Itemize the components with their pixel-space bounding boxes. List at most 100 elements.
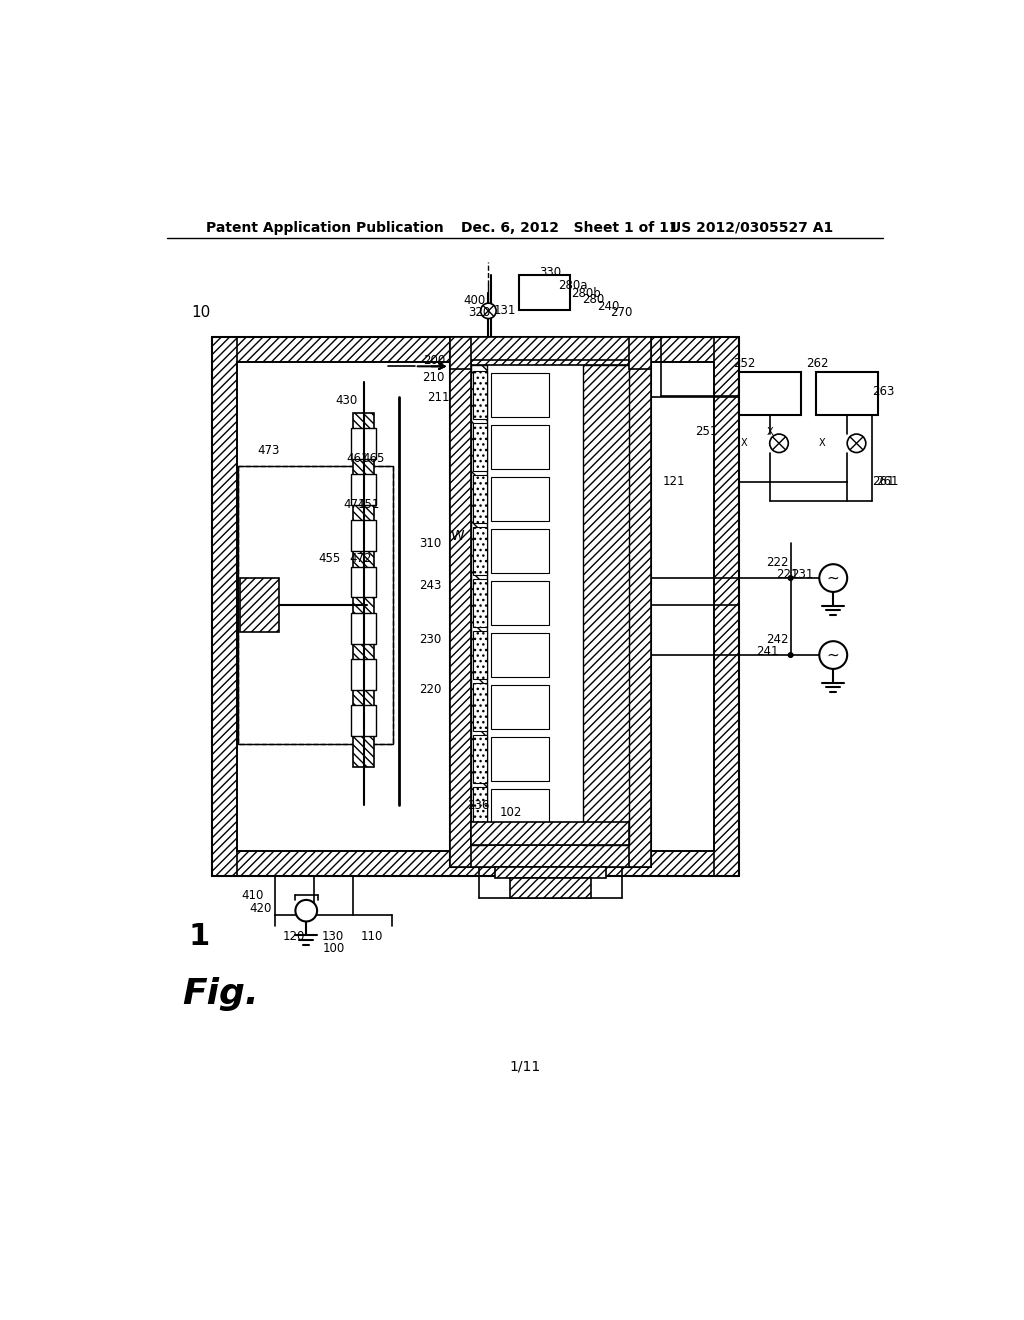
- Text: 251: 251: [694, 425, 717, 438]
- Bar: [738, 372, 801, 414]
- Text: 120: 120: [283, 929, 305, 942]
- Bar: [351, 612, 376, 644]
- Text: 410: 410: [242, 888, 263, 902]
- Bar: [212, 337, 237, 876]
- Text: 280: 280: [583, 293, 604, 306]
- Text: Dec. 6, 2012   Sheet 1 of 11: Dec. 6, 2012 Sheet 1 of 11: [461, 220, 679, 235]
- Bar: [473, 787, 486, 836]
- Bar: [351, 474, 376, 506]
- Text: 471: 471: [343, 499, 366, 511]
- Bar: [450, 337, 651, 360]
- Bar: [490, 478, 549, 521]
- Text: 100: 100: [323, 942, 344, 954]
- Bar: [816, 372, 879, 414]
- Bar: [241, 578, 280, 632]
- Circle shape: [819, 564, 847, 591]
- Text: 451: 451: [357, 499, 380, 511]
- Bar: [471, 364, 630, 845]
- Circle shape: [770, 434, 788, 453]
- Bar: [471, 364, 630, 845]
- Bar: [490, 529, 549, 573]
- Bar: [471, 822, 630, 845]
- Text: 473: 473: [257, 445, 280, 458]
- Bar: [473, 682, 486, 731]
- Bar: [630, 343, 651, 867]
- Bar: [471, 364, 486, 845]
- Text: 243: 243: [420, 579, 442, 593]
- Text: 211: 211: [427, 391, 450, 404]
- Text: 222: 222: [767, 556, 790, 569]
- Text: X: X: [818, 438, 825, 449]
- Text: 472: 472: [349, 552, 372, 565]
- Bar: [714, 337, 738, 876]
- Circle shape: [295, 900, 317, 921]
- Circle shape: [847, 434, 866, 453]
- Text: 242: 242: [767, 634, 790, 647]
- Bar: [351, 428, 376, 459]
- Bar: [351, 659, 376, 689]
- Circle shape: [819, 642, 847, 669]
- Text: 121: 121: [663, 475, 685, 488]
- Text: 102: 102: [500, 807, 522, 820]
- Bar: [450, 845, 651, 867]
- Bar: [364, 412, 375, 767]
- Text: 461: 461: [346, 453, 369, 465]
- Text: 241: 241: [757, 644, 779, 657]
- Text: 200: 200: [424, 354, 445, 367]
- Bar: [473, 527, 486, 576]
- Bar: [630, 337, 651, 370]
- Bar: [490, 374, 549, 417]
- Text: Patent Application Publication: Patent Application Publication: [206, 220, 443, 235]
- Text: 130: 130: [322, 929, 344, 942]
- Bar: [212, 851, 738, 876]
- Text: 110: 110: [360, 929, 383, 942]
- Bar: [351, 520, 376, 552]
- Text: 262: 262: [807, 358, 829, 371]
- Text: 280b: 280b: [571, 286, 601, 300]
- Text: 430: 430: [336, 395, 358, 408]
- Text: X: X: [740, 438, 748, 449]
- Bar: [450, 343, 651, 364]
- Bar: [495, 867, 606, 878]
- Text: 252: 252: [733, 358, 756, 371]
- Bar: [212, 337, 738, 362]
- Text: X: X: [766, 426, 773, 437]
- Bar: [583, 364, 630, 845]
- Text: 455: 455: [318, 552, 340, 565]
- Text: 220: 220: [420, 684, 442, 696]
- Bar: [490, 789, 549, 833]
- Bar: [473, 735, 486, 783]
- Text: 400: 400: [463, 294, 485, 308]
- Bar: [490, 685, 549, 729]
- Text: Fig.: Fig.: [182, 977, 259, 1011]
- Bar: [450, 337, 471, 370]
- Text: 231: 231: [792, 568, 814, 581]
- Text: W: W: [451, 529, 464, 543]
- Bar: [237, 362, 714, 851]
- Bar: [473, 579, 486, 627]
- Text: 230: 230: [420, 634, 442, 647]
- Bar: [473, 475, 486, 523]
- Text: 10: 10: [191, 305, 211, 319]
- Bar: [351, 566, 376, 597]
- Text: 1/11: 1/11: [509, 1060, 541, 1074]
- Bar: [352, 412, 364, 767]
- Circle shape: [788, 576, 793, 581]
- Bar: [510, 878, 591, 898]
- Text: 330: 330: [539, 265, 561, 279]
- Text: 221: 221: [776, 568, 799, 581]
- Text: 420: 420: [249, 902, 271, 915]
- Text: US 2012/0305527 A1: US 2012/0305527 A1: [671, 220, 834, 235]
- Bar: [519, 276, 569, 310]
- Bar: [450, 343, 471, 867]
- Bar: [490, 425, 549, 469]
- Text: 280a: 280a: [558, 279, 588, 292]
- Bar: [238, 466, 393, 743]
- Text: 320: 320: [468, 306, 490, 319]
- Text: 1: 1: [188, 921, 210, 950]
- Bar: [351, 705, 376, 737]
- Text: 465: 465: [362, 453, 384, 465]
- Text: ~: ~: [826, 648, 840, 663]
- Text: 261: 261: [876, 475, 898, 488]
- Circle shape: [480, 304, 496, 318]
